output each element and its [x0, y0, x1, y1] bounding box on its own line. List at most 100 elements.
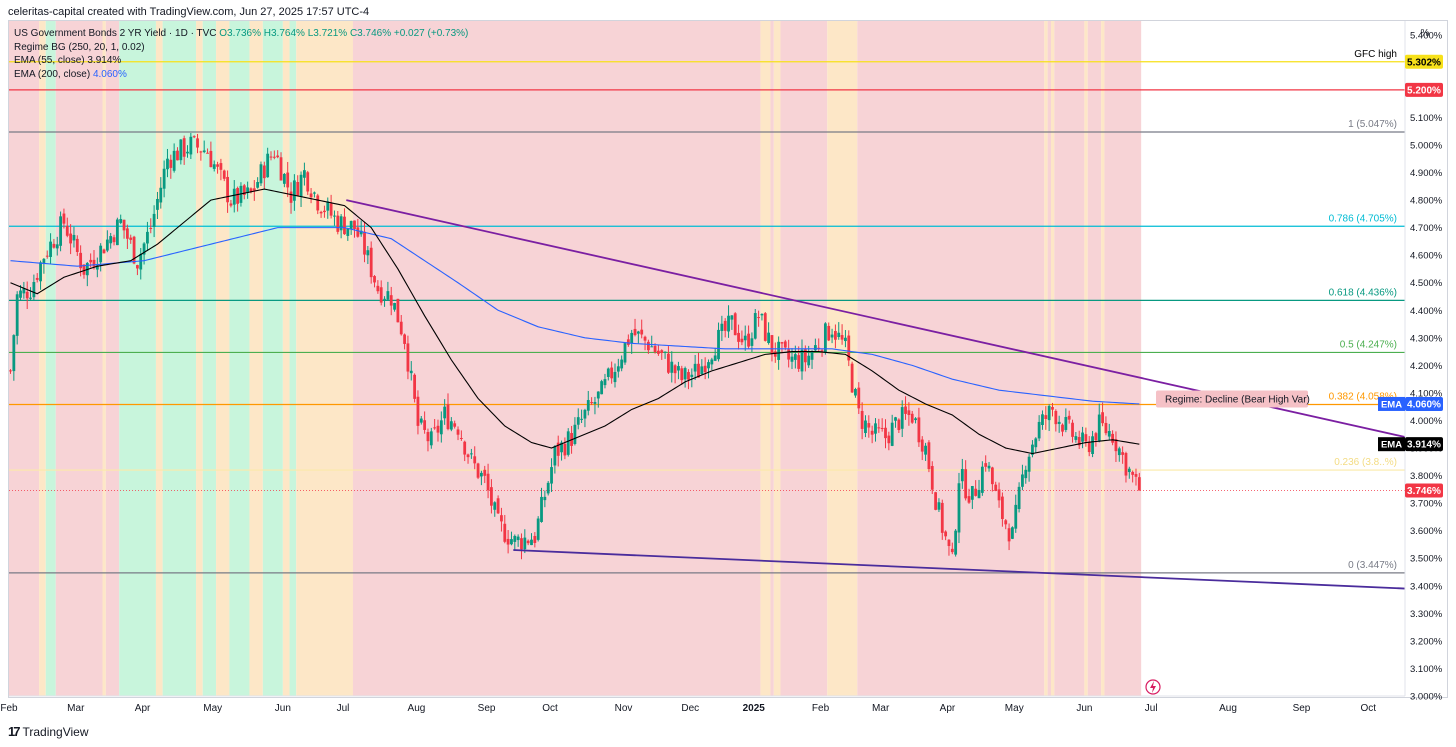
candle-body: [566, 431, 570, 455]
candle-body: [479, 472, 483, 477]
candle-body: [777, 341, 781, 360]
candle-body: [633, 328, 637, 336]
candle-body: [242, 185, 246, 196]
candle-body: [1084, 434, 1088, 442]
candle-body: [95, 265, 99, 270]
candle-body: [606, 368, 610, 377]
time-tick-label: Mar: [67, 703, 85, 714]
candle-body: [359, 230, 363, 235]
candle-body: [149, 228, 153, 230]
legend-ema55-row[interactable]: EMA (55, close) 3.914%: [14, 54, 468, 68]
candle-body: [206, 152, 209, 154]
candle-body: [1027, 456, 1031, 472]
candle-body: [35, 277, 39, 280]
regime-label-box: [1156, 390, 1308, 408]
candle-body: [823, 323, 827, 353]
candle-body: [980, 466, 984, 493]
price-tick-label: 3.600%: [1410, 526, 1443, 537]
price-tick-label: 3.200%: [1410, 636, 1443, 647]
candle-body: [396, 298, 400, 323]
candle-body: [767, 332, 771, 343]
legend-ema200: EMA (200, close): [14, 68, 91, 80]
candle-body: [887, 435, 891, 444]
candle-body: [146, 231, 149, 244]
ema-tag-box: [1378, 396, 1405, 411]
candle-body: [780, 342, 784, 344]
candle-body: [99, 245, 103, 263]
price-tick-label: 3.700%: [1410, 499, 1443, 510]
candle-body: [1111, 433, 1115, 443]
candle-body: [272, 156, 276, 158]
candle-body: [830, 334, 834, 338]
time-tick-label: Apr: [940, 703, 956, 714]
price-tick-label: 4.100%: [1410, 388, 1443, 399]
candle-body: [1104, 422, 1108, 434]
candle-body: [182, 138, 186, 157]
candle-body: [136, 265, 139, 269]
candle-body: [282, 173, 286, 184]
candle-body: [172, 150, 176, 171]
candle-body: [439, 420, 443, 435]
time-tick-label: Nov: [615, 703, 633, 714]
candle-body: [379, 287, 383, 303]
candle-body: [32, 281, 36, 298]
price-tick-label: 3.500%: [1410, 554, 1443, 565]
candle-body: [72, 234, 76, 241]
candle-body: [793, 354, 797, 360]
candle-body: [854, 389, 857, 396]
regime-band-neutral: [196, 21, 203, 696]
candle-body: [503, 523, 507, 542]
time-tick-label: Oct: [1360, 703, 1376, 714]
candle-body: [319, 211, 323, 214]
candle-body: [289, 191, 293, 203]
candle-body: [753, 313, 757, 339]
candle-body: [760, 313, 764, 316]
candle-body: [166, 158, 169, 170]
time-tick-label: Sep: [1293, 703, 1311, 714]
candle-body: [109, 236, 113, 244]
price-tick-label: 4.200%: [1410, 361, 1443, 372]
candle-body: [1121, 452, 1125, 455]
time-tick-label: Apr: [135, 703, 151, 714]
time-tick-label: May: [203, 703, 222, 714]
legend-regime-row[interactable]: Regime BG (250, 20, 1, 0.02): [14, 41, 468, 55]
legend-ema200-row[interactable]: EMA (200, close) 4.060%: [14, 68, 468, 82]
candle-body: [62, 213, 66, 224]
candle-body: [1131, 471, 1135, 475]
candle-body: [610, 367, 614, 379]
candle-body: [1037, 421, 1041, 439]
level-label: 0 (3.447%): [1348, 560, 1397, 571]
level-tag: [1405, 82, 1443, 97]
candle-body: [970, 485, 974, 500]
candle-body: [336, 215, 340, 232]
legend-symbol-row: US Government Bonds 2 YR Yield · 1D · TV…: [14, 27, 468, 41]
candle-body: [222, 170, 226, 179]
candle-body: [1031, 444, 1034, 455]
candle-body: [216, 164, 219, 167]
level-tag-label: 5.200%: [1407, 85, 1441, 96]
candle-body: [152, 213, 156, 227]
candle-body: [246, 187, 250, 193]
candle-body: [677, 366, 680, 371]
price-tick-label: 5.100%: [1410, 113, 1443, 124]
trendline: [513, 549, 1406, 590]
candle-body: [990, 467, 994, 485]
candle-body: [757, 317, 760, 319]
percent-scale-button[interactable]: %: [1420, 28, 1430, 39]
candle-body: [82, 264, 86, 275]
candle-body: [536, 518, 540, 540]
candle-body: [984, 463, 988, 467]
candle-body: [286, 172, 290, 188]
candle-body: [45, 255, 49, 257]
candle-body: [897, 419, 901, 431]
candle-body: [1114, 439, 1118, 452]
candle-body: [850, 363, 854, 393]
candle-body: [864, 420, 867, 434]
candle-body: [623, 343, 627, 363]
candle-body: [269, 156, 273, 158]
candle-body: [560, 442, 563, 453]
candle-body: [122, 219, 126, 231]
candle-body: [403, 334, 406, 344]
legend-symbol[interactable]: US Government Bonds 2 YR Yield · 1D · TV…: [14, 28, 217, 39]
